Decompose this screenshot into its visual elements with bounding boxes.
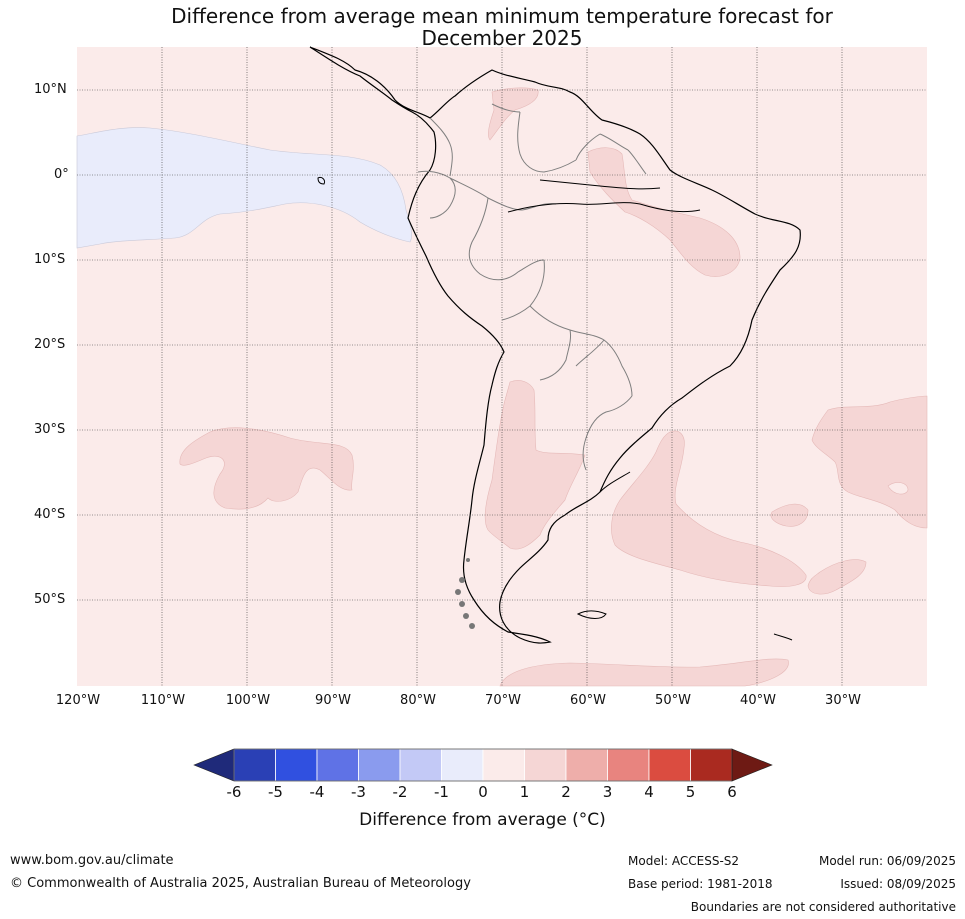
- south-america-coastline: [309, 46, 801, 644]
- colorbar-cell: [482, 748, 525, 782]
- colorbar-label: Difference from average (°C): [359, 810, 606, 830]
- colorbar-tick-label: -4: [309, 783, 325, 801]
- graticule: [77, 47, 927, 686]
- colorbar-cell: [607, 748, 650, 782]
- south-georgia: [773, 633, 793, 641]
- footer-model-run: Model run: 06/09/2025: [818, 854, 956, 868]
- colorbar-tick-label: 6: [727, 783, 737, 801]
- lon-label-100w: 100°W: [225, 693, 271, 708]
- colorbar-cell: [524, 748, 567, 782]
- colorbar-cell: [358, 748, 401, 782]
- colorbar-outline: [233, 748, 733, 782]
- map-title: Difference from average mean minimum tem…: [77, 5, 927, 49]
- cool-anomaly-region: [76, 127, 412, 249]
- colorbar-tick-label: -3: [351, 783, 366, 801]
- lat-label-50s: 50°S: [34, 592, 66, 607]
- warm-region-caribbean: [488, 87, 539, 141]
- colorbar-tick-label: -6: [226, 783, 242, 801]
- colorbar-cell: [441, 748, 484, 782]
- warm-anomaly-regions: [179, 87, 928, 687]
- colorbar-cell: [690, 748, 733, 782]
- colorbar-tick-label: 3: [602, 783, 613, 801]
- warm-region-south-atlantic: [611, 430, 807, 587]
- lon-label-40w: 40°W: [740, 693, 776, 708]
- colorbar-extend-low: [193, 748, 235, 782]
- colorbar-extend-high: [731, 748, 773, 782]
- colorbar-tick-label: 4: [644, 783, 654, 801]
- warm-region-far-east: [811, 395, 928, 529]
- colorbar-tick-label: 0: [478, 783, 488, 801]
- colorbar-cell: [233, 748, 276, 782]
- colorbar-tick-label: -2: [392, 783, 408, 801]
- lat-label-10n: 10°N: [34, 82, 67, 97]
- footer-model: Model: ACCESS-S2: [628, 854, 740, 868]
- title-line-1: Difference from average mean minimum tem…: [171, 4, 833, 28]
- lat-label-0: 0°: [54, 167, 69, 182]
- lon-label-50w: 50°W: [655, 693, 691, 708]
- warm-region-andes: [484, 380, 586, 550]
- lon-label-60w: 60°W: [570, 693, 606, 708]
- islands: [317, 177, 793, 641]
- colorbar-cell: [565, 748, 608, 782]
- colorbar-tick-label: -1: [434, 783, 449, 801]
- lon-label-120w: 120°W: [55, 693, 101, 708]
- colorbar-tick-label: 5: [685, 783, 696, 801]
- lat-label-30s: 30°S: [34, 422, 66, 437]
- lon-label-110w: 110°W: [140, 693, 186, 708]
- warm-region-small-southeast: [807, 559, 867, 595]
- lat-label-20s: 20°S: [34, 337, 66, 352]
- rivers: [507, 179, 701, 493]
- colorbar-cell: [316, 748, 359, 782]
- warm-region-southern-ocean: [499, 658, 789, 687]
- footer-base-period: Base period: 1981-2018: [628, 877, 773, 891]
- colorbar-tick-label: 2: [561, 783, 571, 801]
- lat-label-40s: 40°S: [34, 507, 66, 522]
- chile-fjords: [455, 558, 475, 629]
- falkland-islands: [576, 610, 607, 619]
- footer-disclaimer: Boundaries are not considered authoritat…: [690, 900, 956, 914]
- lon-label-80w: 80°W: [400, 693, 436, 708]
- footer-url: www.bom.gov.au/climate: [10, 853, 174, 868]
- colorbar-cell: [648, 748, 691, 782]
- lat-label-10s: 10°S: [34, 252, 66, 267]
- warm-region-southeast-pacific: [179, 427, 354, 510]
- colorbar-cell: [275, 748, 318, 782]
- colorbar-tick-label: 1: [519, 783, 530, 801]
- footer-copyright: © Commonwealth of Australia 2025, Austra…: [10, 876, 471, 891]
- galapagos: [317, 177, 325, 185]
- lon-label-90w: 90°W: [315, 693, 351, 708]
- footer-issued: Issued: 08/09/2025: [840, 877, 956, 891]
- warm-region-amazon-east: [587, 147, 741, 277]
- normal-hole: [887, 482, 909, 495]
- title-line-2: December 2025: [421, 26, 583, 50]
- colorbar-cell: [399, 748, 442, 782]
- colorbar-tick-label: -5: [268, 783, 283, 801]
- lon-label-30w: 30°W: [825, 693, 861, 708]
- lon-label-70w: 70°W: [485, 693, 521, 708]
- colorbar-cells: [193, 748, 773, 782]
